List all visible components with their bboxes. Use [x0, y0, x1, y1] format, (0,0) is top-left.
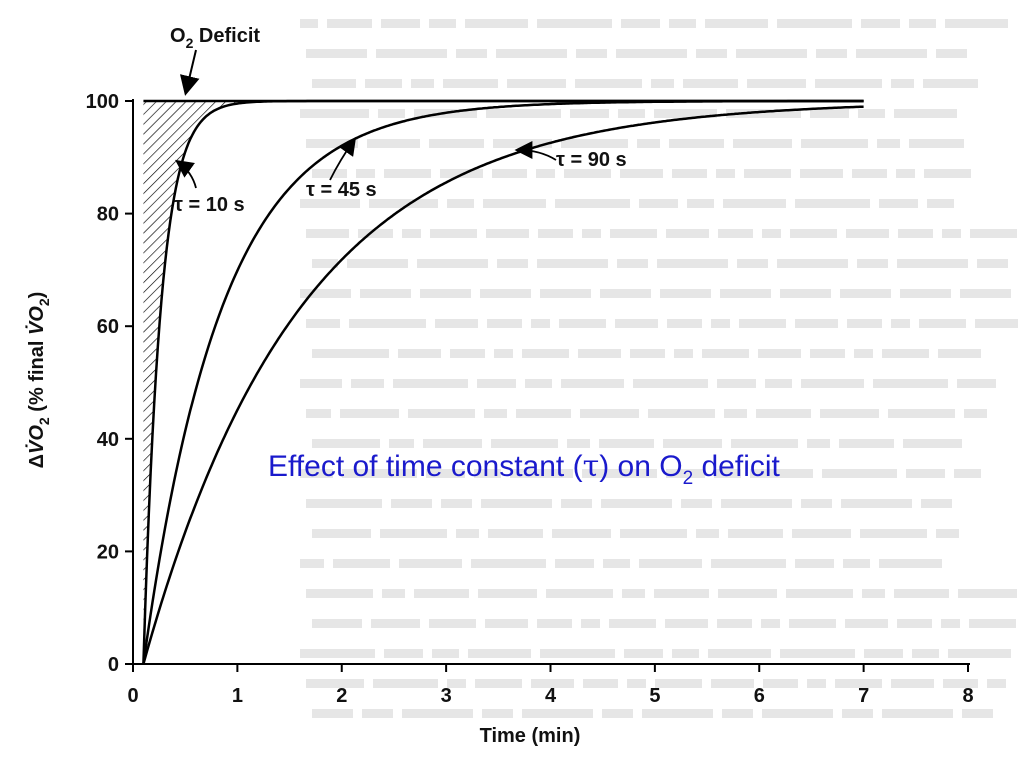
tau10-leader	[175, 159, 197, 189]
x-tick-label: 7	[858, 685, 869, 707]
tau45-leader	[329, 137, 357, 181]
x-axis-title: Time (min)	[480, 725, 581, 747]
tau90-leader	[514, 141, 557, 161]
tau90-annotation: τ = 90 s	[514, 141, 627, 171]
tau10-annotation: τ = 10 s	[174, 159, 245, 216]
x-tick-label: 1	[232, 685, 243, 707]
y-tick-label: 80	[97, 204, 119, 226]
x-tick-label: 2	[336, 685, 347, 707]
x-tick-label: 5	[649, 685, 660, 707]
y-tick-label: 60	[97, 316, 119, 338]
x-tick-label: 8	[962, 685, 973, 707]
x-tick-label: 4	[545, 685, 557, 707]
x-axis-ticks: 0 1 2 3 4 5 6 7 8	[127, 664, 974, 707]
svg-text:ΔV̇O2 (% final V̇O2): ΔV̇O2 (% final V̇O2)	[24, 292, 52, 469]
y-axis-title: ΔV̇O2 (% final V̇O2)	[24, 292, 52, 469]
y-axis-ticks: 0 20 40 60 80 100	[86, 91, 133, 676]
tau45-label: τ = 45 s	[306, 179, 377, 201]
x-tick-label: 6	[754, 685, 765, 707]
slide-caption: Effect of time constant (τ) on O2 defici…	[268, 449, 781, 489]
tau45-annotation: τ = 45 s	[306, 137, 377, 201]
y-tick-label: 20	[97, 541, 119, 563]
o2-deficit-label: O2 Deficit	[170, 25, 260, 51]
x-tick-label: 3	[441, 685, 452, 707]
response-curves	[142, 99, 864, 665]
curve-tau-90s	[142, 105, 864, 665]
curve-tau-45s	[142, 99, 864, 665]
axes: 0 1 2 3 4 5 6 7 8 0 20 40 60 80 100	[86, 91, 974, 707]
o2-deficit-annotation: O2 Deficit	[170, 25, 260, 96]
tau10-label: τ = 10 s	[174, 194, 245, 216]
y-tick-label: 100	[86, 91, 119, 113]
o2-deficit-arrow	[179, 49, 200, 96]
tau90-label: τ = 90 s	[556, 149, 627, 171]
y-tick-label: 40	[97, 429, 119, 451]
y-tick-label: 0	[108, 654, 119, 676]
x-tick-label: 0	[127, 685, 138, 707]
